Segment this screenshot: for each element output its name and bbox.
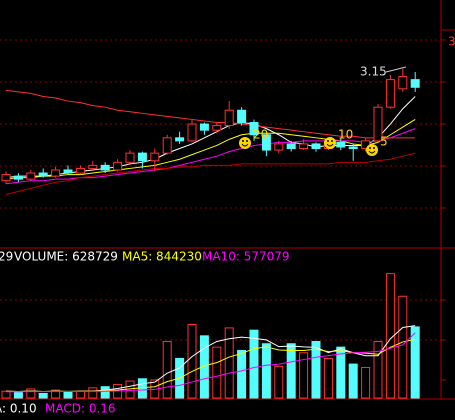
volume-bar — [398, 295, 408, 399]
axis-edge-label: 3 — [448, 35, 455, 49]
volume-bar — [75, 390, 85, 399]
volume-bar — [323, 357, 333, 399]
candle-body — [38, 172, 48, 177]
candle-body — [261, 134, 271, 151]
volume-bar — [385, 273, 395, 399]
candle-body — [336, 141, 346, 148]
indicator-label: MACD: 0.16 — [45, 402, 116, 416]
volume-bar — [187, 324, 197, 399]
candle-body — [373, 106, 383, 142]
candle-body — [199, 123, 209, 131]
candle-body — [125, 152, 135, 163]
volume-bar — [13, 391, 23, 399]
candle-body — [224, 109, 234, 127]
candle-body — [286, 143, 296, 150]
candle-body — [162, 137, 172, 154]
candle-body — [212, 125, 222, 131]
candle-body — [175, 137, 185, 142]
high-label: 3.15 — [360, 65, 387, 79]
marker-mouth — [326, 143, 334, 147]
candle-body — [348, 146, 358, 150]
marker-eye — [369, 147, 371, 149]
candle-body — [249, 122, 259, 136]
candle-body — [13, 175, 23, 180]
marker-eye — [242, 140, 244, 142]
ma-line — [5, 152, 416, 195]
candle-body — [75, 167, 85, 174]
volume-bar — [286, 343, 296, 399]
candle-body — [187, 123, 197, 142]
volume-bar — [212, 346, 222, 399]
volume-bar — [249, 329, 259, 399]
volume-bar — [137, 378, 147, 399]
candle-body — [398, 76, 408, 90]
indicator-label: A: 0.10 — [0, 402, 37, 416]
marker-face — [324, 137, 336, 149]
candle-body — [26, 172, 36, 180]
marker-eye — [327, 140, 329, 142]
candle-body — [51, 169, 61, 177]
volume-bar — [63, 391, 73, 399]
marker-face — [239, 137, 251, 149]
candle-body — [113, 161, 123, 171]
volume-bar — [361, 366, 371, 399]
volume-bar — [38, 392, 48, 399]
candle-body — [150, 152, 160, 162]
volume-bar — [336, 346, 346, 399]
candle-body — [100, 164, 110, 171]
volume-bar — [410, 326, 420, 399]
volume-ma-line — [6, 332, 416, 393]
marker-label: 10 — [338, 128, 353, 142]
candle-body — [274, 143, 284, 151]
candle-body — [1, 174, 11, 182]
volume-bar — [373, 340, 383, 399]
ma-line — [5, 96, 416, 179]
candle-body — [63, 169, 73, 174]
volume-header: VOLUME: 628729 — [14, 250, 118, 264]
volume-bar — [26, 388, 36, 399]
high-pointer — [385, 66, 407, 73]
marker-eye — [373, 147, 375, 149]
volume-bar — [88, 387, 98, 399]
ma-line — [5, 89, 416, 139]
volume-bar — [199, 335, 209, 399]
volume-header: MA5: 844230 — [122, 250, 202, 264]
candle-body — [137, 152, 147, 162]
volume-bar — [224, 327, 234, 399]
volume-bar — [274, 365, 284, 399]
volume-bar — [162, 340, 172, 399]
ma-line — [5, 128, 416, 185]
volume-bar — [299, 352, 309, 399]
marker-label: 5 — [380, 135, 388, 149]
volume-header: MA10: 577079 — [202, 250, 290, 264]
marker-label: 20 — [253, 128, 268, 142]
volume-bar — [237, 350, 247, 399]
marker-eye — [331, 140, 333, 142]
candle-body — [88, 164, 98, 169]
volume-bar — [51, 389, 61, 399]
volume-bar — [311, 340, 321, 399]
marker-face — [366, 144, 378, 156]
candle-body — [237, 109, 247, 123]
volume-bar — [348, 363, 358, 399]
candle-body — [299, 143, 309, 150]
marker-eye — [246, 140, 248, 142]
candle-body — [410, 79, 420, 88]
candle-body — [311, 143, 321, 150]
volume-bar — [261, 343, 271, 399]
volume-header: 29 — [0, 250, 13, 264]
volume-bar — [100, 386, 110, 399]
ma-line — [5, 119, 416, 180]
candle-body — [385, 79, 395, 108]
marker-mouth — [368, 150, 376, 154]
marker-mouth — [241, 143, 249, 147]
